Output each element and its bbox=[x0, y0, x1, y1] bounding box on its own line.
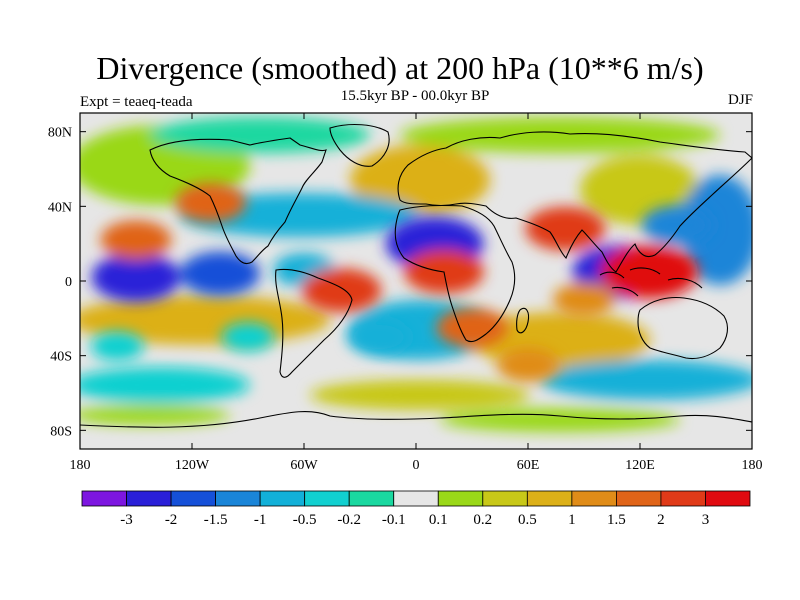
field-band bbox=[540, 360, 752, 400]
field-band bbox=[440, 408, 680, 432]
maritime-continent-coast bbox=[599, 267, 703, 297]
period-subtitle: 15.5kyr BP - 00.0kyr BP bbox=[340, 88, 490, 104]
lon-tick-label: 180 bbox=[742, 458, 763, 473]
latitude-axis: 80N 40N 0 40S 80S bbox=[48, 126, 752, 439]
colorbar-swatch bbox=[126, 490, 172, 507]
colorbar-legend: -3 -2 -1.5 -1 -0.5 -0.2 -0.1 0.1 0.2 0.5 1 1.5 2 3 bbox=[81, 490, 751, 528]
field-band bbox=[680, 175, 752, 285]
colorbar-label: -1.5 bbox=[204, 512, 228, 528]
madagascar-coast bbox=[516, 307, 530, 334]
colorbar-label: -3 bbox=[120, 512, 133, 528]
divergence-cell bbox=[175, 183, 247, 223]
lat-tick-label: 40N bbox=[48, 200, 72, 215]
divergence-cell bbox=[436, 308, 508, 348]
field-band bbox=[350, 145, 490, 215]
longitude-axis: 180 120W 60W 0 60E 120E 180 bbox=[70, 113, 763, 473]
lon-tick-label: 0 bbox=[413, 458, 420, 473]
australia-coast bbox=[637, 296, 729, 360]
colorbar-swatch bbox=[705, 490, 751, 507]
map-title: Divergence (smoothed) at 200 hPa (10**6 … bbox=[96, 50, 704, 86]
lat-tick-label: 0 bbox=[65, 275, 72, 290]
colorbar-swatch bbox=[437, 490, 484, 507]
colorbar-swatch bbox=[348, 490, 395, 507]
lon-tick-label: 180 bbox=[70, 458, 91, 473]
colorbar-label: 0.1 bbox=[429, 512, 448, 528]
divergence-cell bbox=[221, 322, 275, 352]
colorbar-swatch bbox=[660, 490, 706, 507]
south-america-coast bbox=[275, 268, 353, 378]
colorbar-swatch bbox=[393, 490, 439, 507]
season-label: DJF bbox=[727, 92, 753, 108]
field-band bbox=[400, 117, 720, 153]
colorbar-swatch bbox=[81, 490, 127, 507]
colorbar-label: 2 bbox=[657, 512, 665, 528]
lon-tick-label: 120W bbox=[175, 458, 210, 473]
lon-tick-label: 60E bbox=[517, 458, 540, 473]
colorbar-swatch bbox=[526, 490, 573, 507]
colorbar-swatch bbox=[215, 490, 261, 507]
lat-tick-label: 40S bbox=[50, 350, 72, 365]
colorbar-label: -0.2 bbox=[337, 512, 361, 528]
lon-tick-label: 60W bbox=[290, 458, 318, 473]
colorbar-label: 0.5 bbox=[518, 512, 537, 528]
divergence-cell bbox=[497, 347, 559, 383]
colorbar-swatch bbox=[571, 490, 617, 507]
colorbar-label: 1 bbox=[568, 512, 576, 528]
divergence-cell bbox=[90, 331, 144, 361]
field-band bbox=[80, 405, 230, 425]
colorbar-label: -0.1 bbox=[382, 512, 406, 528]
greenland-coast bbox=[329, 123, 390, 167]
colorbar-label: 1.5 bbox=[607, 512, 626, 528]
colorbar-swatch bbox=[304, 490, 350, 507]
colorbar-label: 0.2 bbox=[473, 512, 492, 528]
lat-tick-label: 80S bbox=[50, 424, 72, 439]
lon-tick-label: 120E bbox=[625, 458, 655, 473]
experiment-label: Expt = teaeq-teada bbox=[80, 94, 193, 110]
divergence-cell bbox=[347, 319, 410, 355]
colorbar-label: -2 bbox=[165, 512, 178, 528]
divergence-cell bbox=[91, 252, 181, 302]
divergence-cell bbox=[600, 244, 699, 299]
colorbar-swatch bbox=[259, 490, 306, 507]
colorbar-label: 3 bbox=[702, 512, 710, 528]
eurasia-coast bbox=[397, 131, 752, 273]
coastlines bbox=[80, 123, 752, 428]
colorbar-label: -1 bbox=[254, 512, 267, 528]
field-band bbox=[80, 367, 250, 403]
divergence-field bbox=[80, 117, 752, 432]
divergence-cell bbox=[553, 282, 615, 317]
africa-coast bbox=[394, 204, 516, 343]
divergence-cell bbox=[180, 251, 260, 296]
colorbar-swatch bbox=[482, 490, 528, 507]
colorbar-swatch bbox=[170, 490, 216, 507]
divergence-cell bbox=[525, 206, 606, 251]
north-america-coast bbox=[149, 137, 327, 265]
antarctica-coast bbox=[80, 411, 752, 428]
field-band bbox=[150, 117, 370, 153]
field-band bbox=[310, 380, 530, 410]
colorbar-swatch bbox=[616, 490, 662, 507]
lat-tick-label: 80N bbox=[48, 126, 72, 141]
divergence-cell bbox=[100, 220, 172, 260]
divergence-cell bbox=[641, 205, 713, 245]
colorbar-label: -0.5 bbox=[293, 512, 317, 528]
divergence-cell bbox=[301, 268, 382, 313]
